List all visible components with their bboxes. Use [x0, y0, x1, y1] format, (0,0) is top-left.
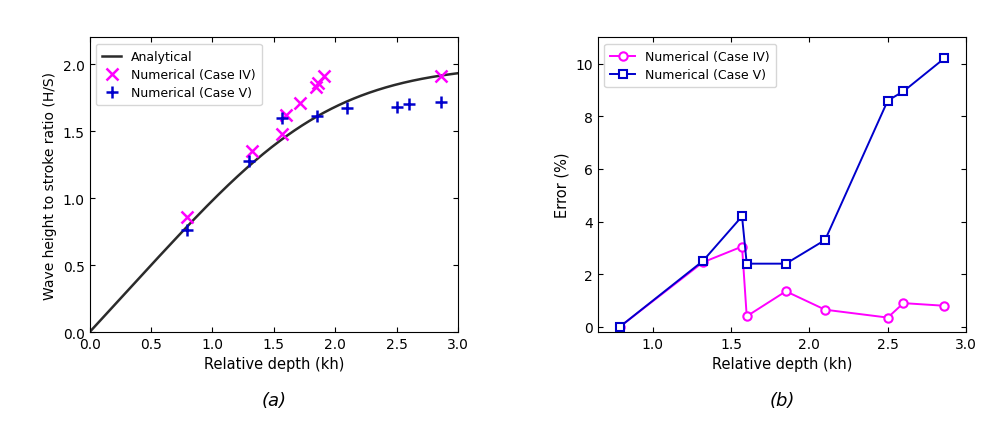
Numerical (Case IV): [741, 314, 753, 319]
Numerical (Case IV): [312, 81, 324, 86]
Analytical: [452, 72, 464, 77]
Y-axis label: Error (%): Error (%): [555, 153, 570, 218]
Line: Numerical (Case IV): Numerical (Case IV): [180, 71, 447, 224]
Numerical (Case IV): [280, 113, 292, 118]
Numerical (Case V): [277, 116, 289, 121]
Numerical (Case V): [697, 259, 709, 264]
Line: Numerical (Case V): Numerical (Case V): [616, 55, 948, 331]
Numerical (Case IV): [897, 301, 909, 306]
X-axis label: Relative depth (kh): Relative depth (kh): [712, 357, 853, 371]
Analytical: [84, 330, 96, 335]
Numerical (Case V): [434, 100, 446, 105]
Legend: Analytical, Numerical (Case IV), Numerical (Case V): Analytical, Numerical (Case IV), Numeric…: [96, 45, 262, 106]
Numerical (Case IV): [318, 75, 330, 80]
Line: Analytical: Analytical: [90, 74, 458, 332]
Numerical (Case IV): [614, 325, 625, 330]
Analytical: [354, 95, 366, 100]
Numerical (Case IV): [881, 315, 893, 320]
X-axis label: Relative depth (kh): Relative depth (kh): [203, 357, 344, 371]
Numerical (Case V): [938, 57, 950, 62]
Numerical (Case V): [780, 262, 792, 267]
Numerical (Case IV): [736, 245, 748, 250]
Analytical: [318, 111, 330, 116]
Numerical (Case IV): [819, 308, 831, 313]
Numerical (Case IV): [697, 260, 709, 265]
Line: Numerical (Case IV): Numerical (Case IV): [616, 243, 948, 331]
Numerical (Case V): [741, 262, 753, 267]
Line: Numerical (Case V): Numerical (Case V): [180, 96, 447, 237]
Analytical: [216, 190, 228, 195]
Analytical: [130, 279, 142, 284]
Numerical (Case V): [881, 99, 893, 104]
Numerical (Case IV): [310, 85, 322, 90]
Numerical (Case IV): [180, 215, 192, 220]
Numerical (Case V): [736, 214, 748, 219]
Numerical (Case V): [342, 106, 354, 112]
Numerical (Case IV): [434, 75, 446, 80]
Numerical (Case V): [311, 115, 323, 120]
Numerical (Case V): [402, 103, 414, 108]
Numerical (Case IV): [938, 303, 950, 308]
Numerical (Case V): [897, 89, 909, 95]
Text: (b): (b): [769, 391, 795, 409]
Analytical: [268, 143, 280, 148]
Numerical (Case V): [614, 325, 625, 330]
Legend: Numerical (Case IV), Numerical (Case V): Numerical (Case IV), Numerical (Case V): [605, 45, 776, 88]
Numerical (Case IV): [294, 101, 306, 106]
Numerical (Case IV): [277, 132, 289, 137]
Numerical (Case V): [390, 105, 402, 110]
Analytical: [285, 131, 297, 136]
Numerical (Case V): [819, 238, 831, 243]
Numerical (Case IV): [246, 150, 258, 155]
Text: (a): (a): [261, 391, 286, 409]
Y-axis label: Wave height to stroke ratio (H/S): Wave height to stroke ratio (H/S): [43, 72, 57, 299]
Numerical (Case V): [243, 159, 255, 164]
Numerical (Case IV): [780, 289, 792, 294]
Numerical (Case V): [180, 228, 192, 233]
